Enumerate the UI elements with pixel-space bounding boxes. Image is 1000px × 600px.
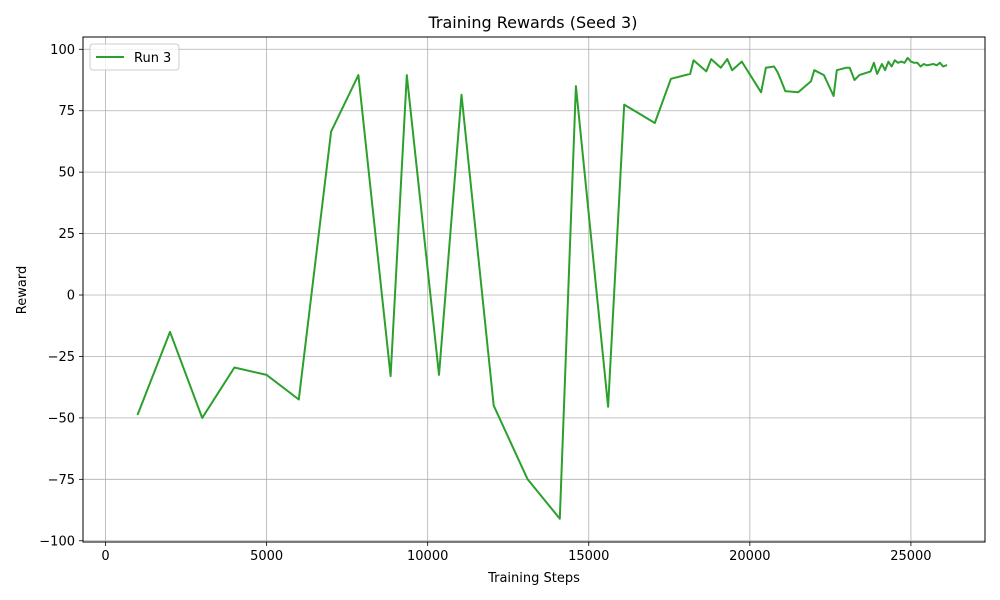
- data-point: [913, 62, 915, 64]
- x-tick-label: 0: [101, 549, 109, 564]
- data-point: [823, 74, 825, 76]
- data-point: [760, 91, 762, 93]
- data-point: [904, 62, 906, 64]
- x-tick-label: 20000: [729, 549, 770, 564]
- y-axis-title: Reward: [15, 266, 30, 314]
- grid: [83, 37, 985, 542]
- y-tick-label: 75: [58, 104, 75, 119]
- y-tick-label: −75: [48, 473, 75, 488]
- data-point: [670, 78, 672, 80]
- y-tick-label: 25: [58, 227, 75, 242]
- data-point: [390, 375, 392, 377]
- data-point: [201, 417, 203, 419]
- data-point: [773, 66, 775, 68]
- data-point: [891, 66, 893, 68]
- data-point: [916, 62, 918, 64]
- y-tick-label: 100: [50, 43, 75, 58]
- data-point: [926, 64, 928, 66]
- data-point: [493, 405, 495, 407]
- chart-title: Training Rewards (Seed 3): [428, 13, 638, 32]
- data-point: [907, 57, 909, 59]
- x-tick-label: 10000: [407, 549, 448, 564]
- x-tick-label: 25000: [890, 549, 931, 564]
- legend: Run 3: [89, 43, 180, 71]
- data-point: [920, 66, 922, 68]
- data-point: [933, 63, 935, 65]
- data-point: [945, 64, 947, 66]
- y-tick-label: 0: [67, 289, 75, 304]
- data-point: [559, 518, 561, 520]
- data-point: [298, 399, 300, 401]
- legend-box: [89, 43, 180, 71]
- data-point: [741, 61, 743, 63]
- data-point: [873, 62, 875, 64]
- data-point: [810, 80, 812, 82]
- y-tick-label: −50: [48, 411, 75, 426]
- data-point: [942, 66, 944, 68]
- data-point: [575, 85, 577, 87]
- legend-label: Run 3: [134, 51, 171, 66]
- data-point: [813, 69, 815, 71]
- data-point: [623, 104, 625, 106]
- data-point: [726, 58, 728, 60]
- data-point: [654, 122, 656, 124]
- data-point: [876, 73, 878, 75]
- data-point: [887, 61, 889, 63]
- data-point: [849, 67, 851, 69]
- data-point: [357, 74, 359, 76]
- data-point: [779, 78, 781, 80]
- data-point: [797, 91, 799, 93]
- data-point: [689, 73, 691, 75]
- data-point: [266, 374, 268, 376]
- y-tick-label: −25: [48, 350, 75, 365]
- data-point: [461, 94, 463, 96]
- data-point: [836, 69, 838, 71]
- data-point: [910, 61, 912, 63]
- data-point: [846, 67, 848, 69]
- data-point: [897, 62, 899, 64]
- data-point: [939, 62, 941, 64]
- data-point: [776, 70, 778, 72]
- data-point: [731, 69, 733, 71]
- data-point: [936, 64, 938, 66]
- x-axis-title: Training Steps: [487, 571, 580, 586]
- data-point: [894, 59, 896, 61]
- data-point: [854, 79, 856, 81]
- data-point: [438, 374, 440, 376]
- series-layer: [136, 56, 948, 520]
- data-point: [858, 74, 860, 76]
- data-point: [784, 90, 786, 92]
- data-point: [870, 70, 872, 72]
- x-tick-label: 5000: [250, 549, 283, 564]
- y-axis: −100 −75 −50 −25 0 25 50 75 100: [39, 43, 83, 549]
- y-tick-label: 50: [58, 166, 75, 181]
- data-point: [330, 131, 332, 133]
- data-point: [884, 69, 886, 71]
- data-point: [406, 74, 408, 76]
- data-point: [527, 478, 529, 480]
- data-point: [833, 95, 835, 97]
- y-tick-label: −100: [39, 534, 75, 549]
- data-point: [693, 59, 695, 61]
- data-point: [137, 413, 139, 415]
- data-point: [900, 61, 902, 63]
- x-axis: 0 5000 10000 15000 20000 25000: [101, 542, 932, 564]
- data-point: [923, 63, 925, 65]
- data-point: [720, 67, 722, 69]
- data-point: [607, 406, 609, 408]
- plot-frame: [82, 36, 986, 543]
- data-point: [710, 58, 712, 60]
- x-tick-label: 15000: [568, 549, 609, 564]
- series-line: [136, 56, 948, 520]
- data-point: [765, 67, 767, 69]
- data-point: [881, 63, 883, 65]
- data-point: [233, 367, 235, 369]
- data-point: [169, 331, 171, 333]
- data-point: [705, 70, 707, 72]
